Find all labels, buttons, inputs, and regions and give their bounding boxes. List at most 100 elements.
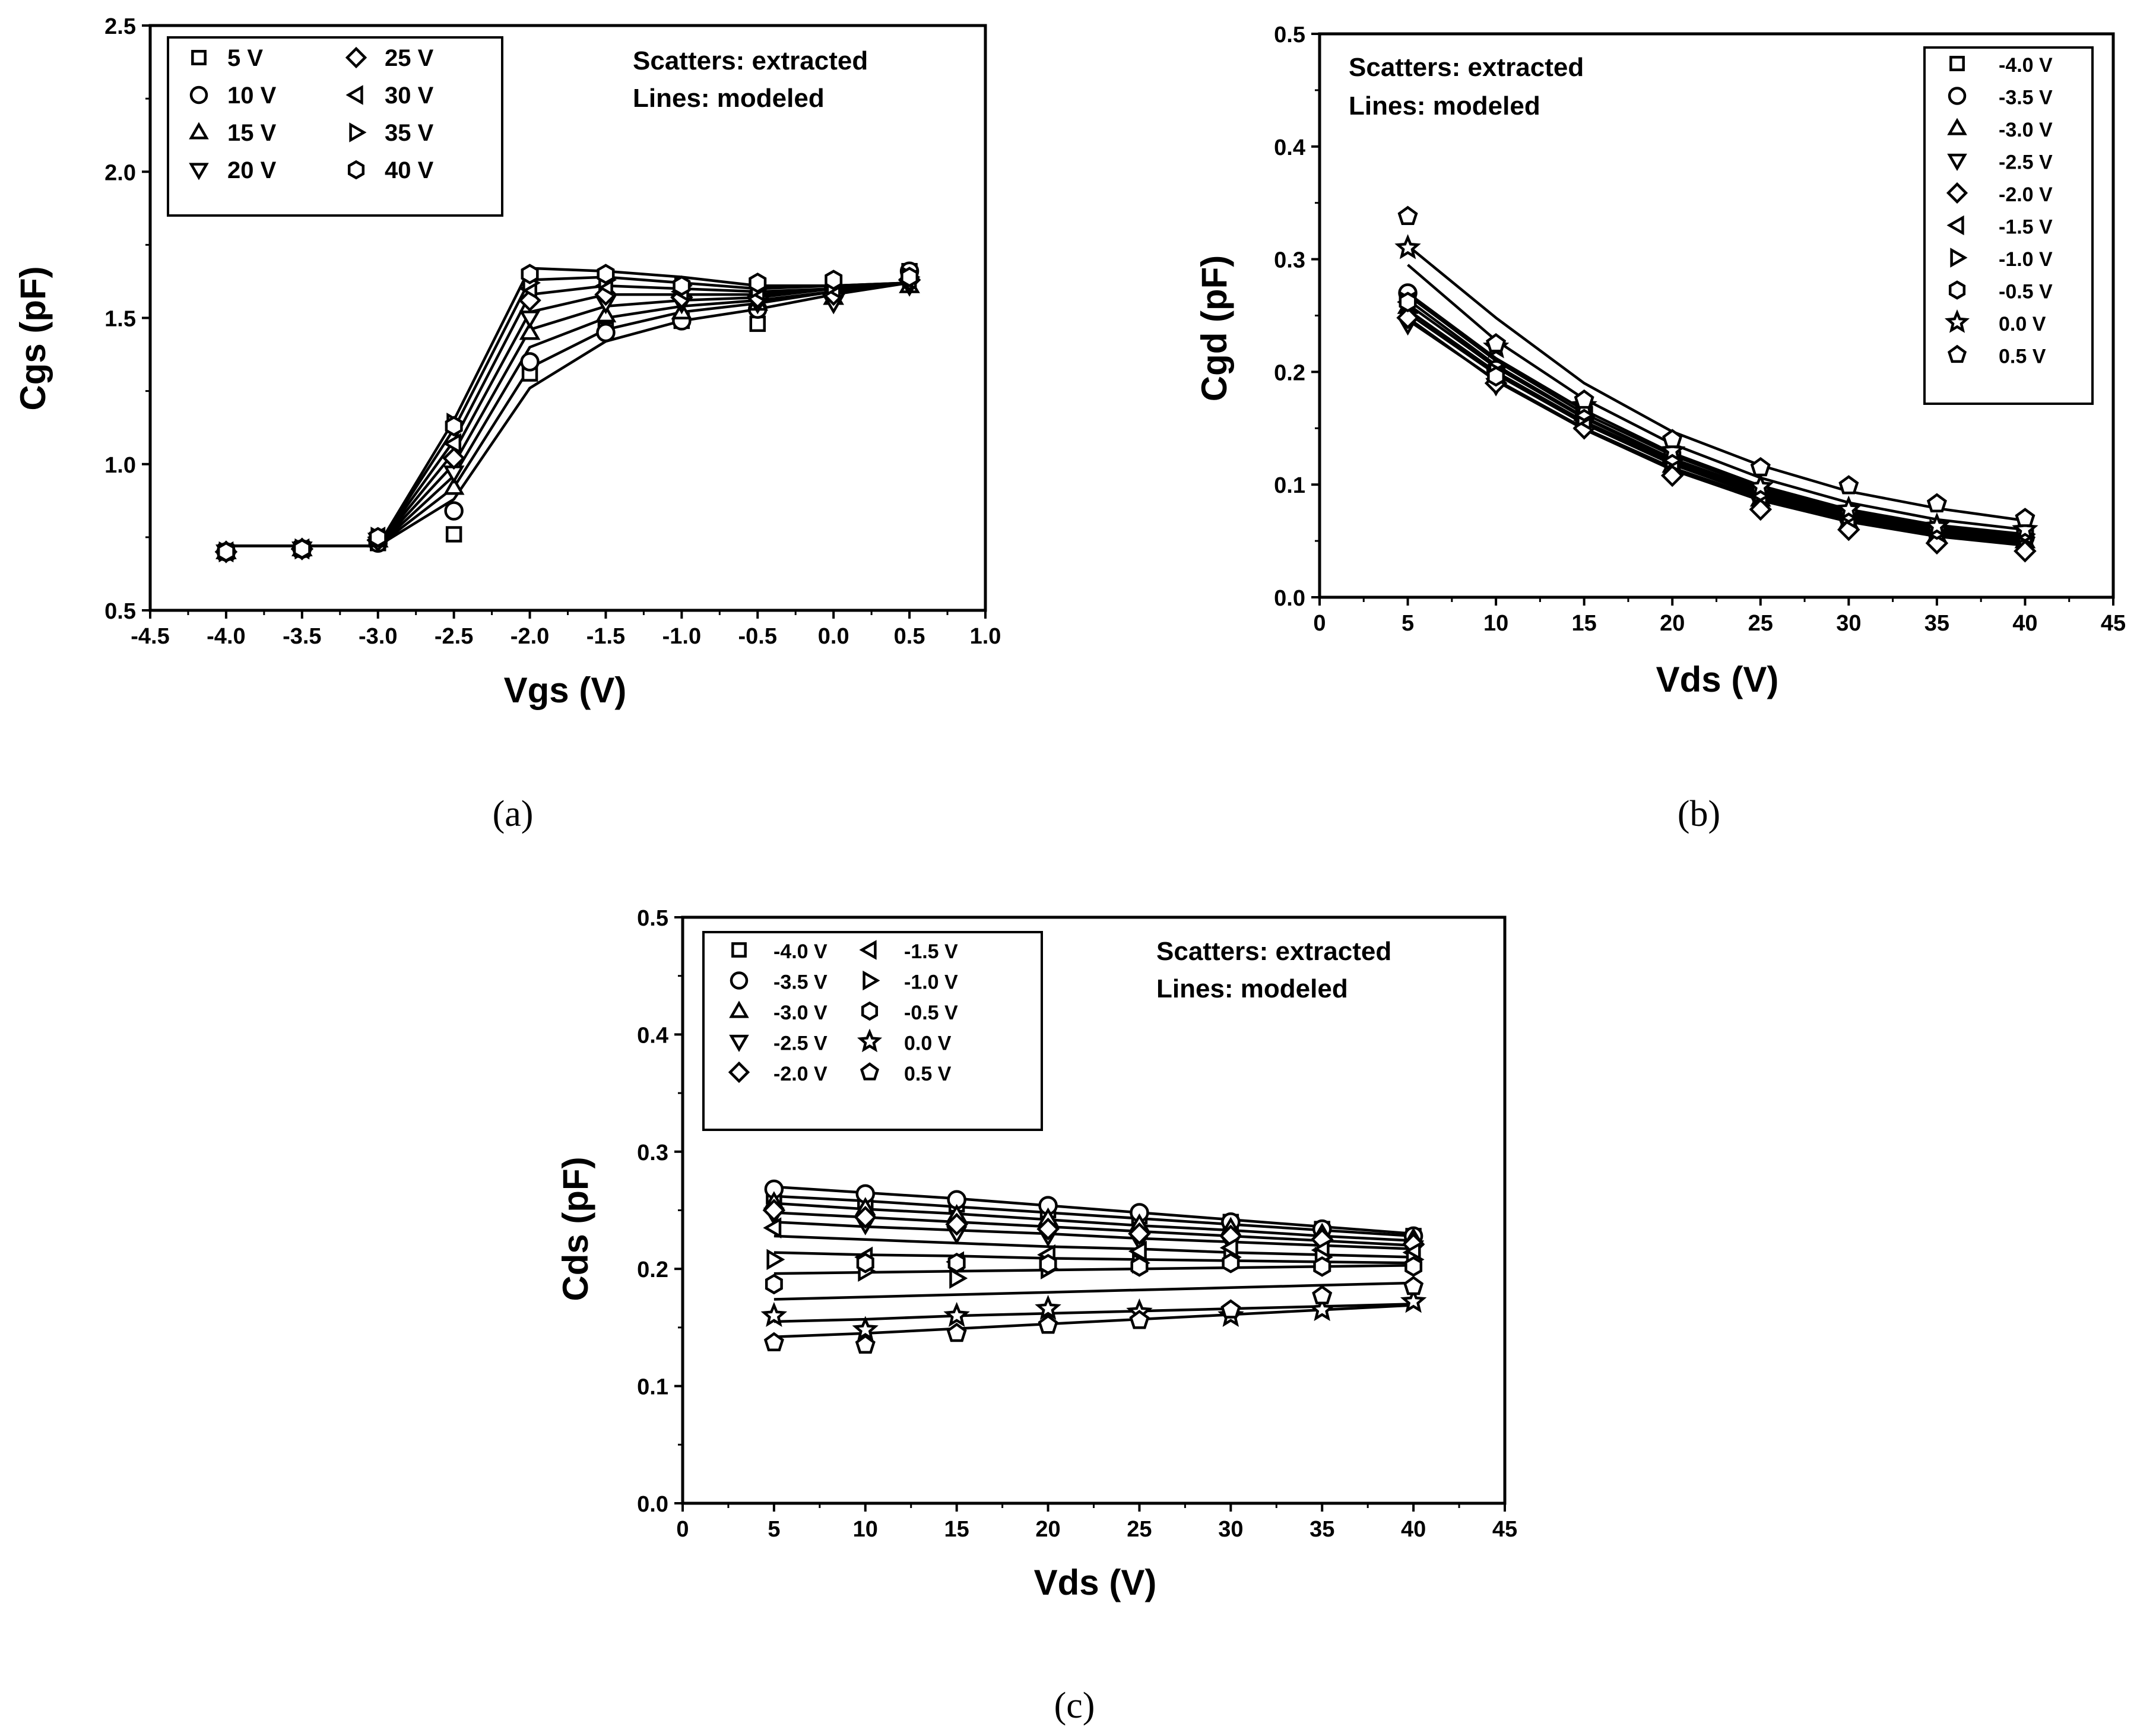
panel-c-point-hexagon xyxy=(1130,1256,1149,1277)
panel-c-point-pentagon xyxy=(1403,1275,1424,1295)
panel-a-ytick-label: 0.5 xyxy=(104,599,136,624)
panel-c-point-diamond xyxy=(762,1199,786,1222)
panel-a-legend-marker-diamond xyxy=(345,46,367,69)
panel-a-point-hexagon xyxy=(901,267,919,287)
panel-a-legend-label: 30 V xyxy=(385,83,434,109)
panel-c-xtick-label: 10 xyxy=(853,1517,878,1542)
panel-b-legend-label: -2.0 V xyxy=(1999,183,2053,206)
panel-b-ytick-label: 0.4 xyxy=(1274,135,1305,160)
panel-b-ylabel: Cgd (pF) xyxy=(1194,255,1234,402)
panel-a-point-hexagon xyxy=(445,416,463,436)
panel-c-model-line xyxy=(773,1220,1414,1250)
panel-c-legend-label: -0.5 V xyxy=(904,1002,958,1024)
panel-c-legend-marker-square xyxy=(731,942,747,958)
panel-c-point-diamond xyxy=(1128,1222,1151,1246)
panel-b-point-hexagon xyxy=(1399,292,1417,312)
panel-c-ytick-label: 0.4 xyxy=(637,1023,668,1048)
panel-b-legend-label: -2.5 V xyxy=(1999,151,2053,174)
panel-c-xtick-label: 30 xyxy=(1218,1517,1243,1542)
panel-b-point-diamond xyxy=(2014,539,2037,563)
panel-b-model-line xyxy=(1407,245,2025,522)
panel-a-legend-label: 35 V xyxy=(385,120,434,146)
panel-c-legend-marker-star xyxy=(857,1028,883,1053)
panel-c-point-hexagon xyxy=(1222,1252,1240,1274)
panel-c-legend-label: 0.5 V xyxy=(904,1063,952,1085)
panel-a-point-triangle-up xyxy=(519,321,541,340)
panel-b-legend-label: -3.0 V xyxy=(1999,119,2053,141)
panel-c-ytick-label: 0.3 xyxy=(637,1141,668,1165)
panel-a-point-circle xyxy=(444,501,464,521)
panel-c-legend-label: 0.0 V xyxy=(904,1032,952,1055)
panel-c-xtick-label: 40 xyxy=(1401,1517,1426,1542)
panel-a-point-square xyxy=(749,315,766,332)
panel-a-legend-marker-hexagon xyxy=(347,160,365,180)
panel-a-xtick-label: -1.0 xyxy=(662,624,701,649)
panel-b-legend-label: -0.5 V xyxy=(1999,281,2053,303)
panel-b-model-line xyxy=(1407,312,2025,543)
panel-c-point-star xyxy=(1400,1288,1427,1313)
panel-c-model-line xyxy=(773,1303,1414,1323)
panel-c-xtick-label: 25 xyxy=(1127,1517,1152,1542)
panel-c-legend-label: -2.0 V xyxy=(773,1063,827,1085)
panel-a-legend-marker-square xyxy=(191,50,207,65)
panel-c-model-lines xyxy=(773,1185,1414,1338)
panel-c-model-line xyxy=(773,1251,1414,1265)
panel-a-point-hexagon xyxy=(217,541,235,562)
panel-b-ytick-label: 0.3 xyxy=(1274,248,1305,273)
panel-c-model-line xyxy=(773,1264,1414,1275)
panel-b-xlabel: Vds (V) xyxy=(1656,660,1779,699)
panel-b-legend-marker-triangle-up xyxy=(1947,118,1967,135)
panel-c-xtick-label: 0 xyxy=(676,1517,689,1542)
panel-a-point-diamond xyxy=(442,446,465,470)
panel-a-xtick-label: -2.0 xyxy=(511,624,549,649)
panel-c-point-diamond xyxy=(945,1212,968,1236)
panel-a-xtick-label: -0.5 xyxy=(738,624,777,649)
panel-a-point-triangle-left xyxy=(443,433,462,455)
panel-c-point-pentagon xyxy=(763,1332,784,1352)
panel-a-legend-marker-triangle-up xyxy=(189,122,209,140)
panel-c-point-diamond xyxy=(1036,1217,1060,1241)
panel-b-point-pentagon xyxy=(1926,493,1947,512)
panel-a-xtick-label: 0.0 xyxy=(818,624,849,649)
panel-c-xtick-label: 35 xyxy=(1310,1517,1334,1542)
panel-c-legend-marker-triangle-up xyxy=(729,1000,749,1018)
panel-c-point-pentagon xyxy=(1038,1314,1058,1334)
panel-a-legend-marker-triangle-right xyxy=(349,122,367,142)
panel-c-point-diamond xyxy=(854,1206,877,1229)
panel-b-ytick-label: 0.5 xyxy=(1274,23,1305,47)
panel-c-point-pentagon xyxy=(1312,1285,1333,1305)
panel-b-ytick-label: 0.2 xyxy=(1274,360,1305,385)
panel-b-legend-label: -3.5 V xyxy=(1999,87,2053,109)
panel-c-model-line xyxy=(773,1185,1414,1236)
panel-c-point-pentagon xyxy=(855,1334,876,1354)
panel-b-legend-marker-triangle-left xyxy=(1946,215,1964,236)
panel-c-xlabel: Vds (V) xyxy=(1034,1563,1157,1602)
panel-a-xlabel: Vgs (V) xyxy=(504,670,627,710)
panel-c-ytick-label: 0.1 xyxy=(637,1375,668,1400)
panel-c-point-hexagon xyxy=(1313,1256,1331,1277)
panel-a-legend-label: 15 V xyxy=(227,120,277,146)
panel-c-point-triangle-right xyxy=(766,1249,785,1271)
panel-c-ytick-label: 0.0 xyxy=(637,1492,668,1517)
panel-a-scatter-points xyxy=(214,261,921,563)
panel-a-ytick-label: 2.5 xyxy=(104,14,136,39)
panel-a-point-circle xyxy=(520,352,540,372)
panel-b-scatter-points xyxy=(1394,205,2038,563)
panel-c-point-pentagon xyxy=(946,1322,967,1342)
panel-b-point-pentagon xyxy=(1838,475,1859,495)
panel-c-model-line xyxy=(773,1281,1414,1301)
panel-c-legend-marker-triangle-down xyxy=(729,1034,749,1053)
panel-b-xtick-label: 30 xyxy=(1836,611,1861,636)
panel-a-point-triangle-up xyxy=(443,476,465,495)
panel-a-legend-label: 20 V xyxy=(227,157,277,183)
panel-a-legend-label: 5 V xyxy=(227,45,263,71)
panel-c-point-star xyxy=(1309,1295,1336,1322)
panel-b-model-line xyxy=(1407,294,2025,538)
panel-c-point-hexagon xyxy=(1039,1253,1057,1275)
panel-b-xtick-label: 5 xyxy=(1402,611,1414,636)
panel-a-xtick-label: -3.5 xyxy=(283,624,321,649)
panel-b-legend-label: -1.5 V xyxy=(1999,216,2053,239)
panel-a-cgs-vs-vgs: Cgs (pF) Vgs (V) Scatters: extracted Lin… xyxy=(13,14,1001,834)
